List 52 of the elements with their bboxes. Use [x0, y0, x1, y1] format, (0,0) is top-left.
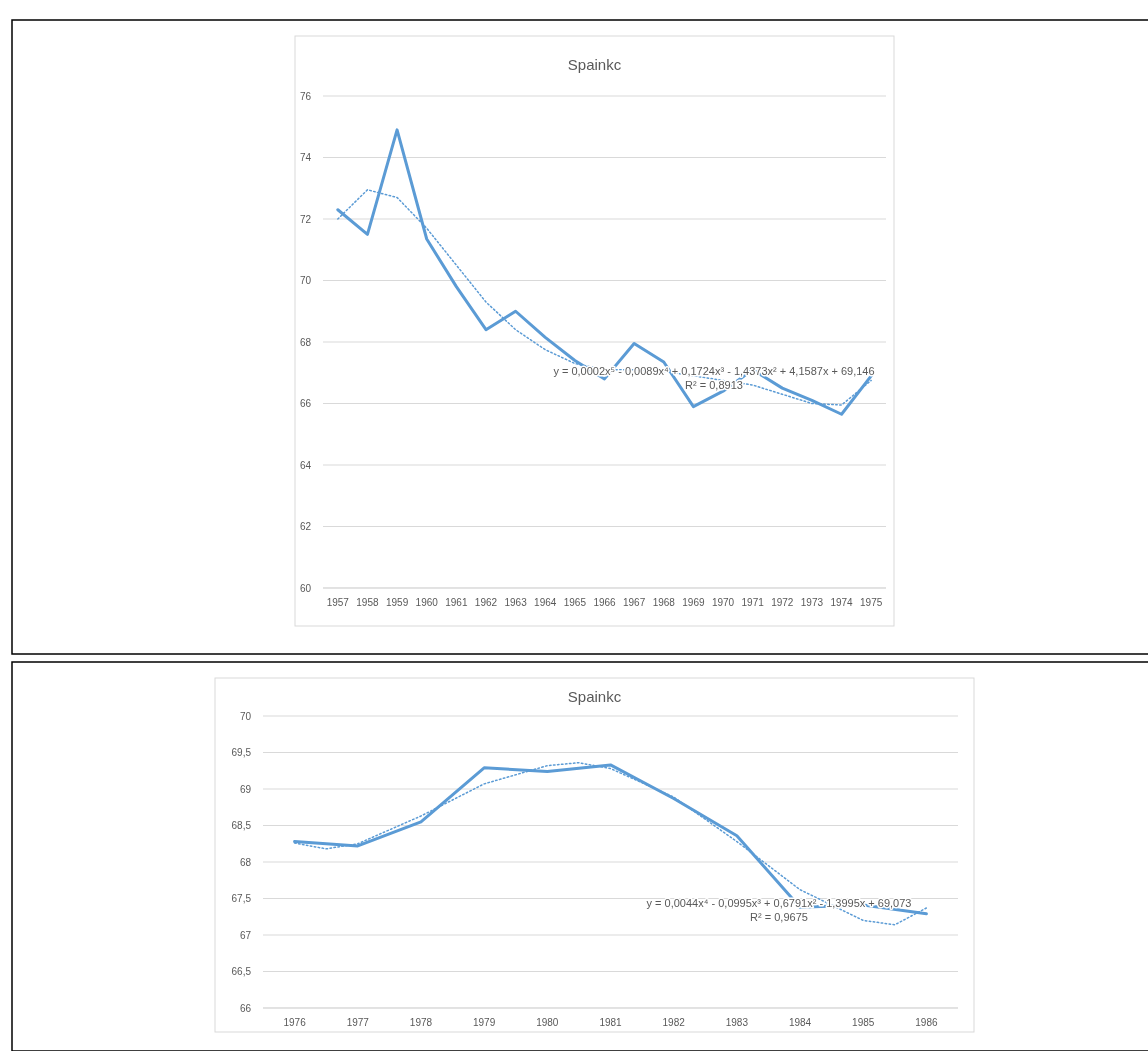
chart-title: Spainkc: [567, 56, 622, 73]
y-tick-label: 60: [299, 582, 312, 594]
y-tick-label: 66: [299, 398, 312, 409]
x-tick-label: 1986: [915, 1017, 938, 1028]
x-tick-label: 1984: [788, 1017, 812, 1028]
x-tick-label: 1971: [741, 597, 765, 608]
x-tick-label: 1960: [415, 597, 439, 608]
x-tick-label: 1958: [356, 597, 380, 608]
x-tick-label: 1973: [800, 597, 824, 608]
x-tick-label: 1975: [860, 597, 883, 608]
x-tick-label: 1969: [682, 597, 705, 608]
x-tick-label: 1985: [852, 1017, 875, 1028]
x-tick-label: 1980: [536, 1017, 559, 1028]
x-tick-label: 1964: [534, 597, 557, 608]
y-tick-label: 68,5: [231, 820, 252, 831]
x-tick-label: 1982: [662, 1017, 686, 1028]
x-tick-label: 1978: [409, 1017, 433, 1028]
y-tick-label: 74: [299, 152, 312, 163]
x-tick-label: 1983: [725, 1017, 749, 1028]
x-tick-label: 1959: [385, 597, 409, 608]
chart-title: Spainkc: [567, 688, 622, 705]
y-tick-label: 76: [299, 90, 312, 102]
x-tick-label: 1957: [326, 597, 350, 608]
x-tick-label: 1972: [771, 597, 794, 608]
y-tick-label: 68: [299, 336, 312, 348]
y-tick-label: 64: [299, 459, 312, 471]
x-tick-label: 1961: [445, 597, 468, 608]
x-tick-label: 1976: [283, 1017, 307, 1028]
y-tick-label: 68: [239, 856, 252, 868]
x-tick-label: 1970: [711, 597, 735, 608]
line-series: [336, 128, 873, 416]
y-tick-label: 69: [239, 783, 252, 795]
x-tick-label: 1981: [599, 1017, 623, 1028]
annotation: R² = 0,9675: [750, 911, 808, 923]
x-tick-label: 1967: [623, 597, 646, 608]
x-tick-label: 1965: [563, 597, 587, 608]
y-tick-label: 67: [239, 929, 252, 941]
y-tick-label: 66,5: [231, 966, 252, 977]
y-tick-label: 72: [299, 213, 312, 225]
y-tick-label: 70: [239, 710, 252, 722]
y-tick-label: 67,5: [231, 893, 252, 904]
y-tick-label: 69,5: [231, 747, 252, 758]
y-tick-label: 62: [299, 521, 312, 532]
y-tick-label: 70: [299, 275, 312, 286]
x-tick-label: 1974: [830, 597, 854, 608]
x-tick-label: 1962: [474, 597, 498, 608]
x-tick-label: 1968: [652, 597, 676, 608]
y-tick-label: 66: [239, 1002, 252, 1014]
x-tick-label: 1979: [473, 1017, 496, 1028]
x-tick-label: 1977: [346, 1017, 370, 1028]
x-tick-label: 1963: [504, 597, 528, 608]
x-tick-label: 1966: [593, 597, 617, 608]
